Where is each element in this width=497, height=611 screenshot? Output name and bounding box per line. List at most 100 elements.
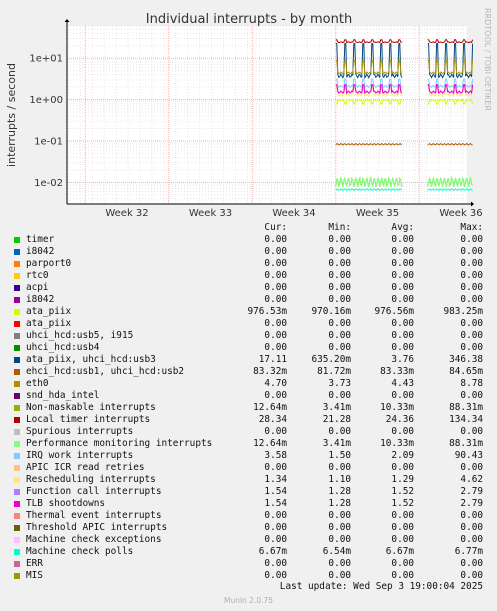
legend-swatch (14, 429, 20, 435)
legend-series-name: Performance monitoring interrupts (26, 438, 213, 449)
legend-max-value: 0.00 (460, 330, 483, 341)
legend-max-value: 0.00 (460, 426, 483, 437)
legend-row: Local timer interrupts 28.34 21.28 24.36 134… (12, 414, 490, 426)
legend-avg-value: 83.33m (380, 366, 414, 377)
legend-series-name: Spurious interrupts (26, 426, 134, 437)
legend-swatch (14, 549, 20, 555)
legend-min-value: 6.54m (322, 546, 351, 557)
legend-avg-value: 0.00 (391, 510, 414, 521)
series-line (427, 39, 474, 44)
legend-max-value: 0.00 (460, 342, 483, 353)
legend-cur-value: 0.00 (264, 390, 287, 401)
legend-row: Machine check exceptions 0.00 0.00 0.00 0.00 (12, 534, 490, 546)
legend-avg-value: 0.00 (391, 330, 414, 341)
legend-min-value: 1.28 (328, 486, 351, 497)
legend-min-value: 3.73 (328, 378, 351, 389)
legend-cur-value: 3.58 (264, 450, 287, 461)
legend-row: ata_piix 0.00 0.00 0.00 0.00 (12, 318, 490, 330)
legend-cur-value: 0.00 (264, 522, 287, 533)
series-line (335, 84, 403, 95)
legend-min-value: 0.00 (328, 258, 351, 269)
legend-min-value: 0.00 (328, 234, 351, 245)
legend-avg-value: 0.00 (391, 318, 414, 329)
last-update: Last update: Wed Sep 3 19:00:04 2025 (279, 581, 483, 592)
munin-version: Munin 2.0.75 (223, 596, 274, 605)
legend-max-value: 134.34 (449, 414, 483, 425)
legend-cur-value: 0.00 (264, 426, 287, 437)
y-axis-ticks: 1e+01 1e+00 1e-01 1e-02 (29, 54, 63, 189)
x-axis-ticks: Week 32 Week 33 Week 34 Week 35 Week 36 (105, 208, 482, 219)
legend-max-value: 0.00 (460, 294, 483, 305)
legend-swatch (14, 525, 20, 531)
legend-series-name: uhci_hcd:usb5, i915 (26, 330, 134, 341)
legend-series-name: i8042 (26, 294, 55, 305)
legend: timer 0.00 0.00 0.00 0.00 i8042 0.00 0.00 0.00 0.… (12, 234, 490, 582)
y-axis-label: interrupts / second (5, 63, 18, 167)
legend-cur-value: 4.70 (264, 378, 287, 389)
x-axis-arrow (471, 201, 474, 207)
series-line (335, 188, 403, 192)
legend-avg-value: 0.00 (391, 258, 414, 269)
x-tick-label: Week 33 (189, 208, 232, 219)
legend-avg-value: 0.00 (391, 426, 414, 437)
legend-cur-value: 0.00 (264, 294, 287, 305)
legend-min-value: 0.00 (328, 522, 351, 533)
legend-min-value: 0.00 (328, 330, 351, 341)
legend-cur-value: 0.00 (264, 330, 287, 341)
y-tick-label: 1e+00 (29, 95, 63, 106)
legend-max-value: 6.77m (454, 546, 483, 557)
legend-series-name: timer (26, 234, 55, 245)
legend-cur-value: 1.54 (264, 486, 287, 497)
series-line (335, 59, 403, 76)
legend-header-avg: Avg: (391, 222, 414, 233)
x-tick-label: Week 35 (356, 208, 399, 219)
legend-max-value: 88.31m (449, 438, 483, 449)
legend-swatch (14, 237, 20, 243)
legend-avg-value: 0.00 (391, 234, 414, 245)
legend-series-name: ata_piix (26, 318, 72, 329)
legend-header: Cur: Min: Avg: Max: (12, 222, 490, 234)
legend-avg-value: 0.00 (391, 462, 414, 473)
legend-series-name: ata_piix (26, 306, 72, 317)
legend-cur-value: 0.00 (264, 342, 287, 353)
legend-avg-value: 0.00 (391, 522, 414, 533)
plot-axes (64, 19, 474, 207)
legend-max-value: 0.00 (460, 258, 483, 269)
legend-row: eth0 4.70 3.73 4.43 8.78 (12, 378, 490, 390)
legend-avg-value: 10.33m (380, 438, 414, 449)
plot-series (335, 39, 474, 192)
legend-avg-value: 0.00 (391, 570, 414, 581)
y-tick-label: 1e+01 (29, 54, 63, 65)
legend-row: snd_hda_intel 0.00 0.00 0.00 0.00 (12, 390, 490, 402)
series-line (335, 176, 403, 188)
legend-avg-value: 0.00 (391, 294, 414, 305)
legend-swatch (14, 561, 20, 567)
y-tick-label: 1e-02 (34, 178, 63, 189)
legend-avg-value: 0.00 (391, 342, 414, 353)
rrdtool-credit: RRDTOOL / TOBI OETIKER (483, 8, 492, 111)
legend-min-value: 0.00 (328, 282, 351, 293)
legend-max-value: 0.00 (460, 462, 483, 473)
legend-cur-value: 0.00 (264, 258, 287, 269)
legend-swatch (14, 357, 20, 363)
legend-swatch (14, 417, 20, 423)
legend-cur-value: 12.64m (253, 402, 287, 413)
legend-header-max: Max: (460, 222, 483, 233)
legend-series-name: APIC ICR read retries (26, 462, 145, 473)
legend-avg-value: 6.67m (385, 546, 414, 557)
legend-max-value: 8.78 (460, 378, 483, 389)
legend-swatch (14, 537, 20, 543)
legend-cur-value: 0.00 (264, 510, 287, 521)
legend-row: parport0 0.00 0.00 0.00 0.00 (12, 258, 490, 270)
legend-cur-value: 0.00 (264, 462, 287, 473)
legend-series-name: IRQ work interrupts (26, 450, 134, 461)
legend-row: timer 0.00 0.00 0.00 0.00 (12, 234, 490, 246)
legend-swatch (14, 381, 20, 387)
legend-series-name: Local timer interrupts (26, 414, 151, 425)
legend-min-value: 1.28 (328, 498, 351, 509)
legend-avg-value: 0.00 (391, 390, 414, 401)
legend-row: i8042 0.00 0.00 0.00 0.00 (12, 246, 490, 258)
legend-cur-value: 0.00 (264, 246, 287, 257)
legend-row: acpi 0.00 0.00 0.00 0.00 (12, 282, 490, 294)
